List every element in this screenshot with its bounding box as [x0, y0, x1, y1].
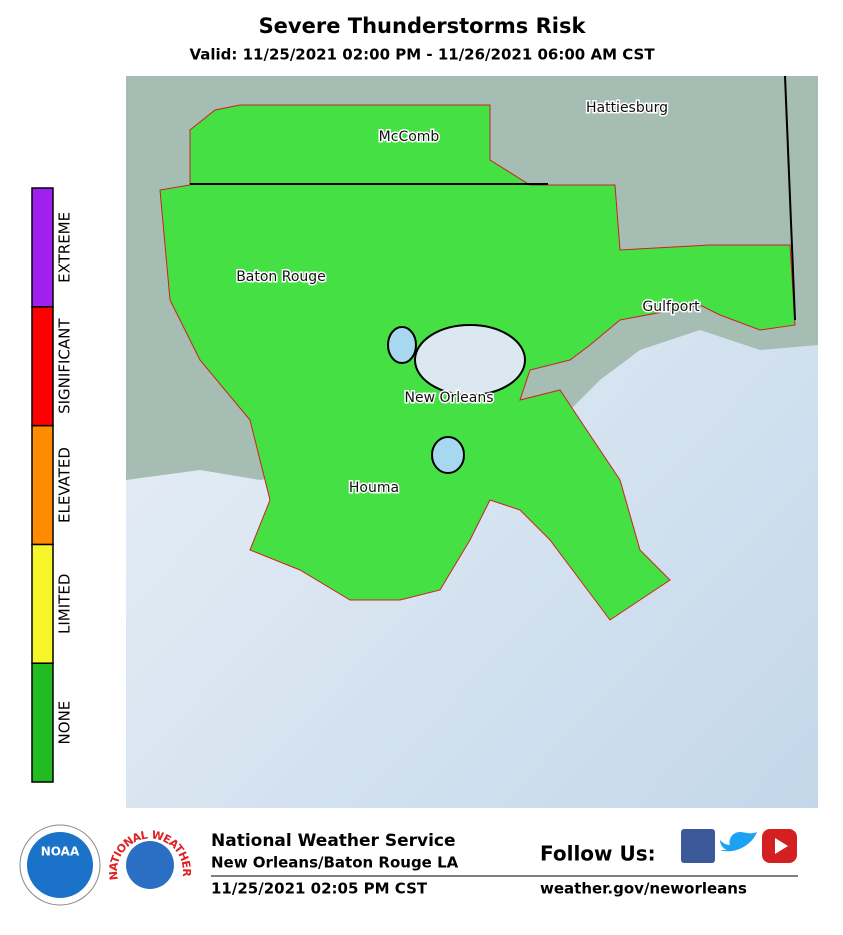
- lake: [414, 324, 526, 396]
- office: National Weather Service: [211, 831, 456, 851]
- url[interactable]: weather.gov/neworleans: [540, 880, 747, 898]
- city-label: Hattiesburg: [586, 100, 668, 116]
- legend-swatch: [31, 543, 54, 664]
- legend-label: SIGNIFICANT: [56, 318, 74, 414]
- legend-swatch: [31, 424, 54, 546]
- title: Severe Thunderstorms Risk: [259, 14, 587, 38]
- map: [126, 75, 818, 808]
- twitter-icon[interactable]: [720, 832, 757, 852]
- lake: [431, 436, 465, 474]
- noaa-text: NOAA: [41, 845, 80, 859]
- noaa-logo: [27, 832, 93, 898]
- follow: Follow Us:: [540, 842, 656, 866]
- legend-swatch: [31, 662, 54, 783]
- legend-swatch: [31, 306, 54, 427]
- city-label: Baton Rouge: [236, 269, 326, 285]
- issued: 11/25/2021 02:05 PM CST: [211, 880, 428, 898]
- legend-label: ELEVATED: [56, 447, 74, 523]
- legend-label: NONE: [56, 701, 74, 745]
- location: New Orleans/Baton Rouge LA: [211, 854, 459, 872]
- facebook-icon[interactable]: [681, 829, 715, 863]
- legend-label: LIMITED: [56, 574, 74, 634]
- city-label: McComb: [379, 129, 440, 145]
- valid-time: Valid: 11/25/2021 02:00 PM - 11/26/2021 …: [189, 46, 655, 64]
- lake: [387, 326, 417, 364]
- nws-logo: [126, 841, 174, 889]
- city-label: Gulfport: [642, 299, 700, 315]
- legend-swatch: [31, 187, 54, 308]
- city-label: Houma: [349, 480, 399, 496]
- youtube-play: [775, 838, 788, 854]
- state-border: [784, 75, 796, 321]
- legend-label: EXTREME: [56, 212, 74, 283]
- city-label: New Orleans: [404, 390, 493, 406]
